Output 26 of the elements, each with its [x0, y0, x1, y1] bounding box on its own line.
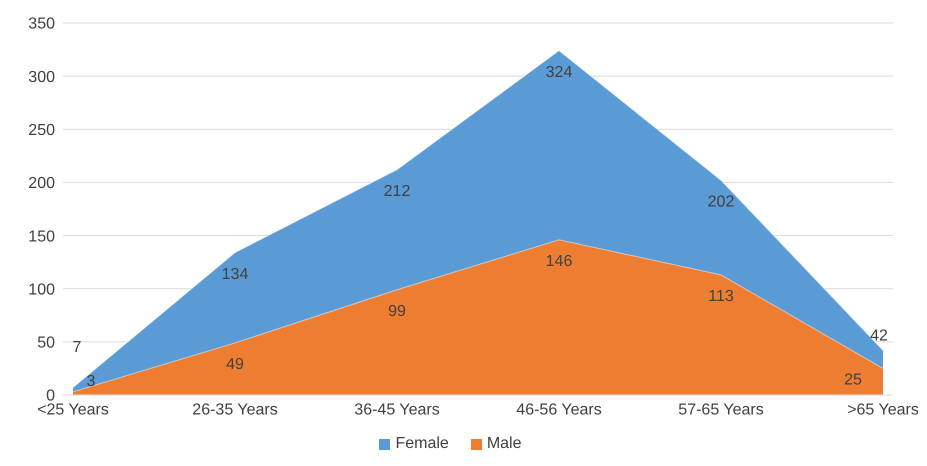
data-label: 3	[86, 373, 96, 390]
data-label: 212	[384, 182, 410, 200]
data-label: 202	[708, 194, 734, 211]
data-label: 25	[844, 372, 862, 389]
x-tick-label: 26-35 Years	[192, 401, 278, 418]
y-tick-label: 250	[28, 122, 56, 139]
data-label: 7	[72, 338, 82, 356]
data-label: 113	[708, 288, 734, 306]
x-tick-label: 46-56 Years	[516, 401, 602, 418]
data-label: 42	[870, 328, 888, 345]
x-tick-label: 36-45 Years	[354, 401, 440, 418]
y-tick-label: 100	[28, 281, 56, 298]
data-label: 134	[222, 266, 248, 283]
data-label: 99	[388, 302, 406, 320]
y-tick-label: 300	[28, 68, 56, 86]
data-label: 146	[546, 253, 572, 270]
y-tick-label: 200	[28, 175, 56, 192]
data-label: 324	[546, 64, 572, 81]
data-label: 49	[226, 356, 244, 374]
y-tick-label: 150	[28, 228, 56, 246]
legend-label: Male	[486, 435, 522, 453]
legend-label: Female	[394, 435, 449, 453]
y-tick-label: 50	[37, 334, 56, 352]
x-tick-label: >65 Years	[847, 401, 919, 418]
x-tick-label: 57-65 Years	[678, 401, 764, 418]
y-tick-label: 350	[28, 16, 56, 33]
